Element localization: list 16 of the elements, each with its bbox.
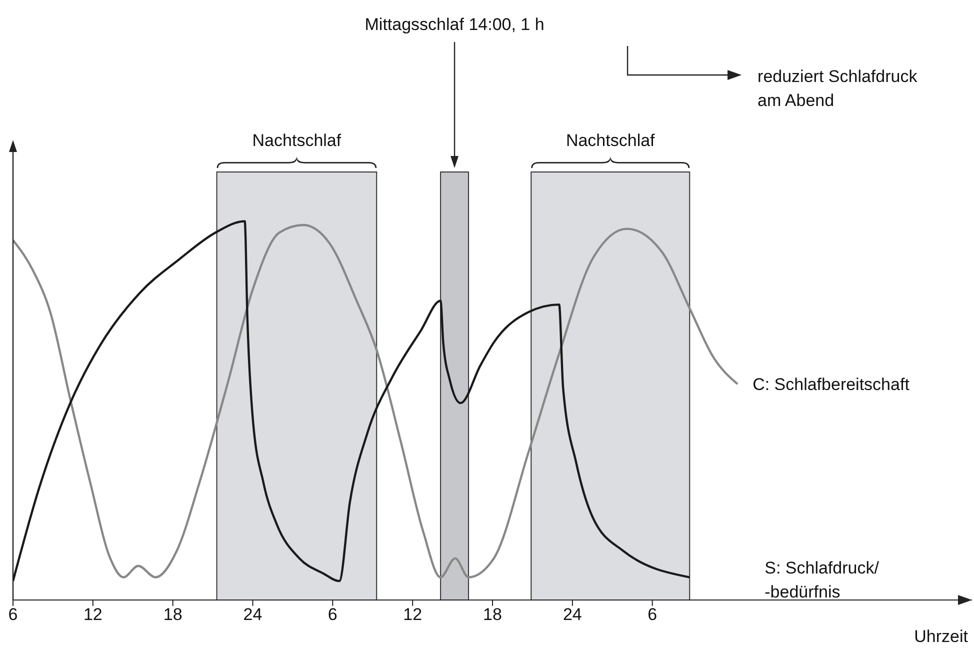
x-tick-label: 24 — [562, 605, 582, 624]
text: reduziert Schlafdruck am Abend — [758, 67, 918, 110]
text: Mittagsschlaf 14:00, 1 h — [364, 15, 544, 34]
band-label: Nachtschlaf — [252, 131, 342, 150]
x-tick-label: 12 — [83, 605, 102, 624]
x-tick-label: 6 — [328, 605, 338, 624]
series-label: C: Schlafbereitschaft — [752, 375, 910, 394]
text: S: Schlafdruck/ -bedürfnis — [764, 558, 880, 602]
x-tick-label: 12 — [403, 605, 422, 624]
x-tick-label: 18 — [483, 605, 502, 624]
x-tick-label: 24 — [243, 605, 262, 624]
x-tick-label: 6 — [648, 605, 658, 624]
x-axis-title: Uhrzeit — [914, 627, 968, 646]
band-label: Nachtschlaf — [566, 131, 656, 150]
x-tick-label: 6 — [8, 605, 18, 624]
x-tick-label: 18 — [163, 605, 182, 624]
